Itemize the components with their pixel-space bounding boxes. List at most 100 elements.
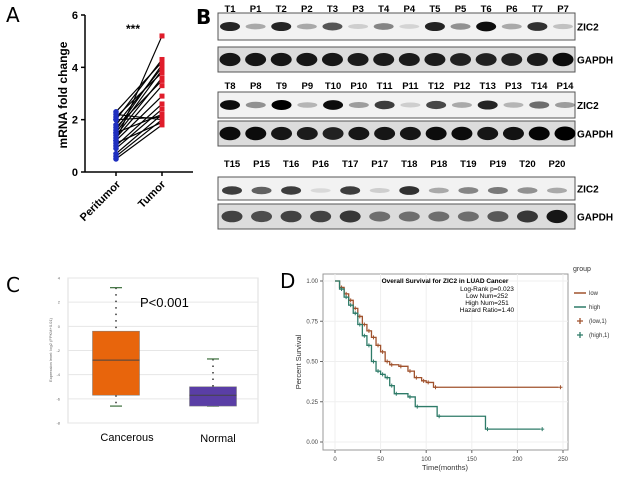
d-censor-mark-high: [353, 311, 358, 316]
blot-lane-label: T2: [276, 4, 287, 15]
d-stat-logrank: Log-Rank p=0.023: [460, 286, 514, 293]
d-ytick-label: 0.50: [306, 360, 318, 366]
a-pair-line: [115, 124, 163, 160]
blot-band-zic2: [527, 22, 548, 31]
c-ytick-label: 2: [58, 300, 61, 305]
blot-band-zic2: [251, 186, 272, 195]
blot-lane-label: T6: [481, 4, 492, 15]
blot-band-zic2: [297, 102, 318, 108]
c-ytick-label: -2: [56, 348, 60, 353]
blot-lane-label: T17: [342, 159, 358, 170]
d-legend-mark: [577, 318, 583, 324]
panel-label-c: C: [6, 273, 20, 297]
d-censor-mark-high: [371, 359, 376, 364]
a-pair-line: [115, 113, 163, 155]
blot-lane-label: T20: [519, 159, 535, 170]
blot-band-zic2: [477, 100, 498, 110]
blot-band-zic2: [348, 24, 369, 29]
d-ytick-label: 1.00: [306, 279, 318, 285]
blot-band-gapdh: [245, 126, 267, 141]
blot-band-zic2: [245, 23, 266, 30]
d-censor-mark-high: [348, 303, 353, 308]
d-censor-mark-low: [357, 314, 362, 319]
blot-gapdh-strip: [217, 203, 576, 230]
c-ytick-label: 0: [58, 324, 61, 329]
blot-band-zic2: [369, 188, 390, 193]
d-censor-mark-high: [407, 394, 412, 399]
d-legend-item: (high,1): [589, 333, 609, 339]
blot-band-gapdh: [516, 210, 538, 223]
blot-label-zic2: ZIC2: [577, 101, 599, 112]
blot-band-gapdh: [477, 126, 499, 141]
blot-band-zic2: [517, 187, 538, 194]
blot-band-gapdh: [398, 52, 420, 67]
blot-lane-label: T11: [377, 81, 394, 92]
c-pvalue: P<0.001: [140, 295, 189, 310]
blot-band-gapdh: [528, 126, 550, 141]
panel-label-a: A: [6, 3, 20, 27]
blot-lane-label: P14: [557, 81, 575, 92]
blot-band-gapdh: [554, 126, 576, 141]
blot-lane-label: T14: [531, 81, 548, 92]
d-censor-mark-high: [380, 372, 385, 377]
blot-band-zic2: [399, 186, 420, 195]
blot-band-gapdh: [451, 126, 473, 141]
a-xtick-peritumor: Peritumor: [78, 178, 124, 224]
a-point-tumor: [159, 106, 165, 112]
a-point-peritumor: [113, 150, 119, 157]
blot-lane-label: P5: [455, 4, 467, 15]
panel-b-western-blot: ZIC2 GAPDH T1 P1 T2 P2 T3 P3 T4 P4 T5 P5 T6 P6 T7 P7 ZIC…: [217, 4, 613, 230]
a-point-tumor: [159, 77, 165, 83]
c-box-normal: [189, 386, 237, 407]
d-ytick-label: 0.25: [306, 400, 318, 406]
d-censor-mark-low: [348, 298, 353, 303]
blot-band-zic2: [245, 101, 266, 109]
blot-band-zic2: [426, 100, 447, 110]
blot-band-gapdh: [296, 52, 318, 67]
blot-lane-label: T12: [428, 81, 444, 92]
blot-lane-label: P8: [250, 81, 262, 92]
blot-label-gapdh: GAPDH: [577, 56, 613, 67]
d-censor-mark-low: [366, 328, 371, 333]
blot-band-zic2: [220, 21, 240, 32]
blot-band-zic2: [547, 187, 567, 194]
blot-lane-label: T5: [429, 4, 441, 15]
d-censor-mark-high: [376, 369, 381, 374]
blot-band-gapdh: [348, 126, 370, 141]
blot-band-gapdh: [501, 53, 523, 66]
blot-band-zic2: [340, 186, 361, 195]
blot-band-gapdh: [373, 52, 395, 67]
d-censor-mark-low: [385, 359, 390, 364]
blot-band-gapdh: [219, 126, 241, 141]
blot-band-zic2: [222, 186, 242, 195]
d-censor-mark-high: [415, 404, 420, 409]
c-ytick-label: -4: [56, 372, 60, 377]
blot-lane-label: T8: [224, 81, 235, 92]
d-censor-mark-high: [385, 375, 390, 380]
blot-lane-label: P20: [549, 159, 566, 170]
c-ylabel: Expression level: log2 (FPKM+0.01): [48, 317, 53, 382]
blot-band-gapdh: [502, 126, 524, 141]
d-xtick-label: 250: [558, 457, 569, 463]
blot-band-zic2: [296, 23, 317, 30]
d-censor-mark-low: [433, 385, 438, 390]
d-censor-mark-low: [389, 362, 394, 367]
a-ytick-label: 2: [72, 115, 78, 127]
blot-band-gapdh: [369, 211, 391, 222]
blot-label-zic2: ZIC2: [577, 23, 599, 34]
c-ytick-label: -8: [56, 421, 60, 426]
blot-band-zic2: [348, 101, 369, 109]
d-censor-mark-low: [380, 349, 385, 354]
blot-band-zic2: [555, 101, 575, 109]
d-censor-mark-high: [394, 391, 399, 396]
panel-label-b: B: [196, 5, 211, 29]
d-censor-mark-high: [366, 343, 371, 348]
a-point-tumor: [159, 114, 165, 120]
blot-band-zic2: [529, 101, 550, 109]
d-censor-mark-low: [398, 364, 403, 369]
d-censor-mark-high: [362, 333, 367, 338]
c-ytick-label: -6: [56, 396, 60, 401]
blot-band-zic2: [503, 102, 524, 108]
d-censor-mark-low: [371, 335, 376, 340]
blot-lane-label: P12: [453, 81, 470, 92]
